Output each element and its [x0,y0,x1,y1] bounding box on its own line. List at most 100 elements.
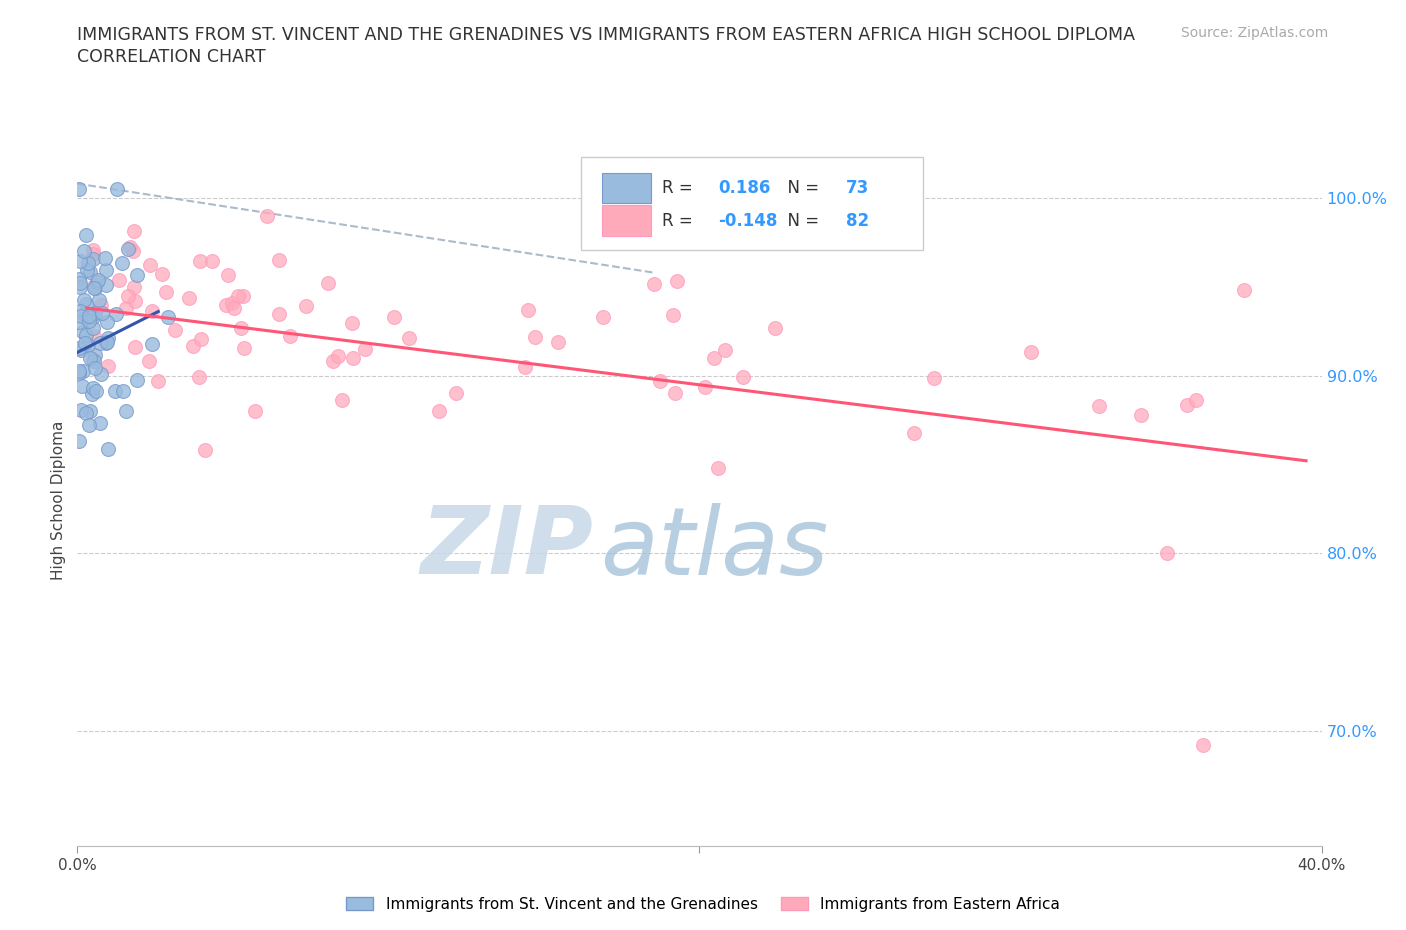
Point [82,252,104,267]
Text: R =: R = [662,212,699,230]
Point [122,280,145,295]
Point [77,338,100,352]
Point [82,243,104,258]
Point [77,418,100,432]
Point [77,309,100,324]
Point [513,360,536,375]
Point [342,351,364,365]
Text: ZIP: ZIP [420,502,593,594]
Text: N =: N = [776,212,824,230]
Point [733,369,755,384]
Text: R =: R = [662,179,699,197]
Point [70,309,93,324]
Point [221,296,243,311]
Point [69,280,91,295]
Point [187,370,209,385]
Point [67,433,90,448]
Point [181,339,204,353]
Point [229,321,252,336]
Point [117,241,139,256]
Point [179,291,201,306]
Point [75,296,97,311]
Point [706,460,728,475]
Point [118,240,141,255]
Point [76,262,98,277]
Point [111,384,134,399]
Point [141,337,163,352]
Point [517,302,540,317]
Point [84,384,107,399]
Point [294,299,316,313]
Point [139,258,162,272]
Point [97,331,120,346]
Point [82,247,104,262]
Point [382,310,405,325]
Point [96,358,118,373]
Point [201,253,224,268]
Text: -0.148: -0.148 [718,212,778,230]
Point [82,310,104,325]
Text: 82: 82 [846,212,869,230]
Point [86,274,108,289]
Point [256,208,278,223]
Point [165,322,187,337]
Point [245,404,267,418]
Point [96,278,118,293]
Point [114,404,136,418]
Point [146,374,169,389]
Point [83,281,105,296]
Point [232,288,254,303]
Point [96,314,118,329]
Point [224,300,246,315]
Point [89,336,111,351]
Point [592,309,614,324]
Point [82,380,104,395]
Point [105,307,128,322]
Text: atlas: atlas [600,503,828,594]
Point [695,379,717,394]
Point [326,349,349,364]
Point [429,404,451,418]
Point [903,425,925,440]
Point [75,327,97,342]
Point [107,272,129,287]
Point [72,364,94,379]
Point [72,325,94,339]
Point [79,351,101,365]
Point [67,272,90,286]
Y-axis label: High School Diploma: High School Diploma [51,420,66,579]
Point [94,262,117,277]
Point [523,330,546,345]
Point [398,331,420,346]
Point [82,320,104,335]
Point [643,276,665,291]
Legend: Immigrants from St. Vincent and the Grenadines, Immigrants from Eastern Africa: Immigrants from St. Vincent and the Gren… [340,890,1066,918]
Point [150,267,173,282]
Point [67,364,90,379]
Point [90,298,112,312]
Point [75,227,97,242]
Point [83,329,105,344]
Point [82,307,104,322]
Point [1233,283,1256,298]
Point [73,292,96,307]
Point [138,353,160,368]
Point [122,223,145,238]
Point [190,331,212,346]
Point [125,267,148,282]
Point [322,353,344,368]
Point [1021,344,1043,359]
Text: Source: ZipAtlas.com: Source: ZipAtlas.com [1181,26,1329,40]
Point [77,310,100,325]
Point [922,371,945,386]
Text: IMMIGRANTS FROM ST. VINCENT AND THE GRENADINES VS IMMIGRANTS FROM EASTERN AFRICA: IMMIGRANTS FROM ST. VINCENT AND THE GREN… [77,26,1135,44]
Point [217,268,239,283]
Point [650,374,672,389]
Point [91,306,114,321]
Point [194,443,217,458]
Point [82,352,104,366]
Text: 73: 73 [846,179,869,197]
Point [79,313,101,328]
Point [215,298,238,312]
Point [1192,737,1215,752]
